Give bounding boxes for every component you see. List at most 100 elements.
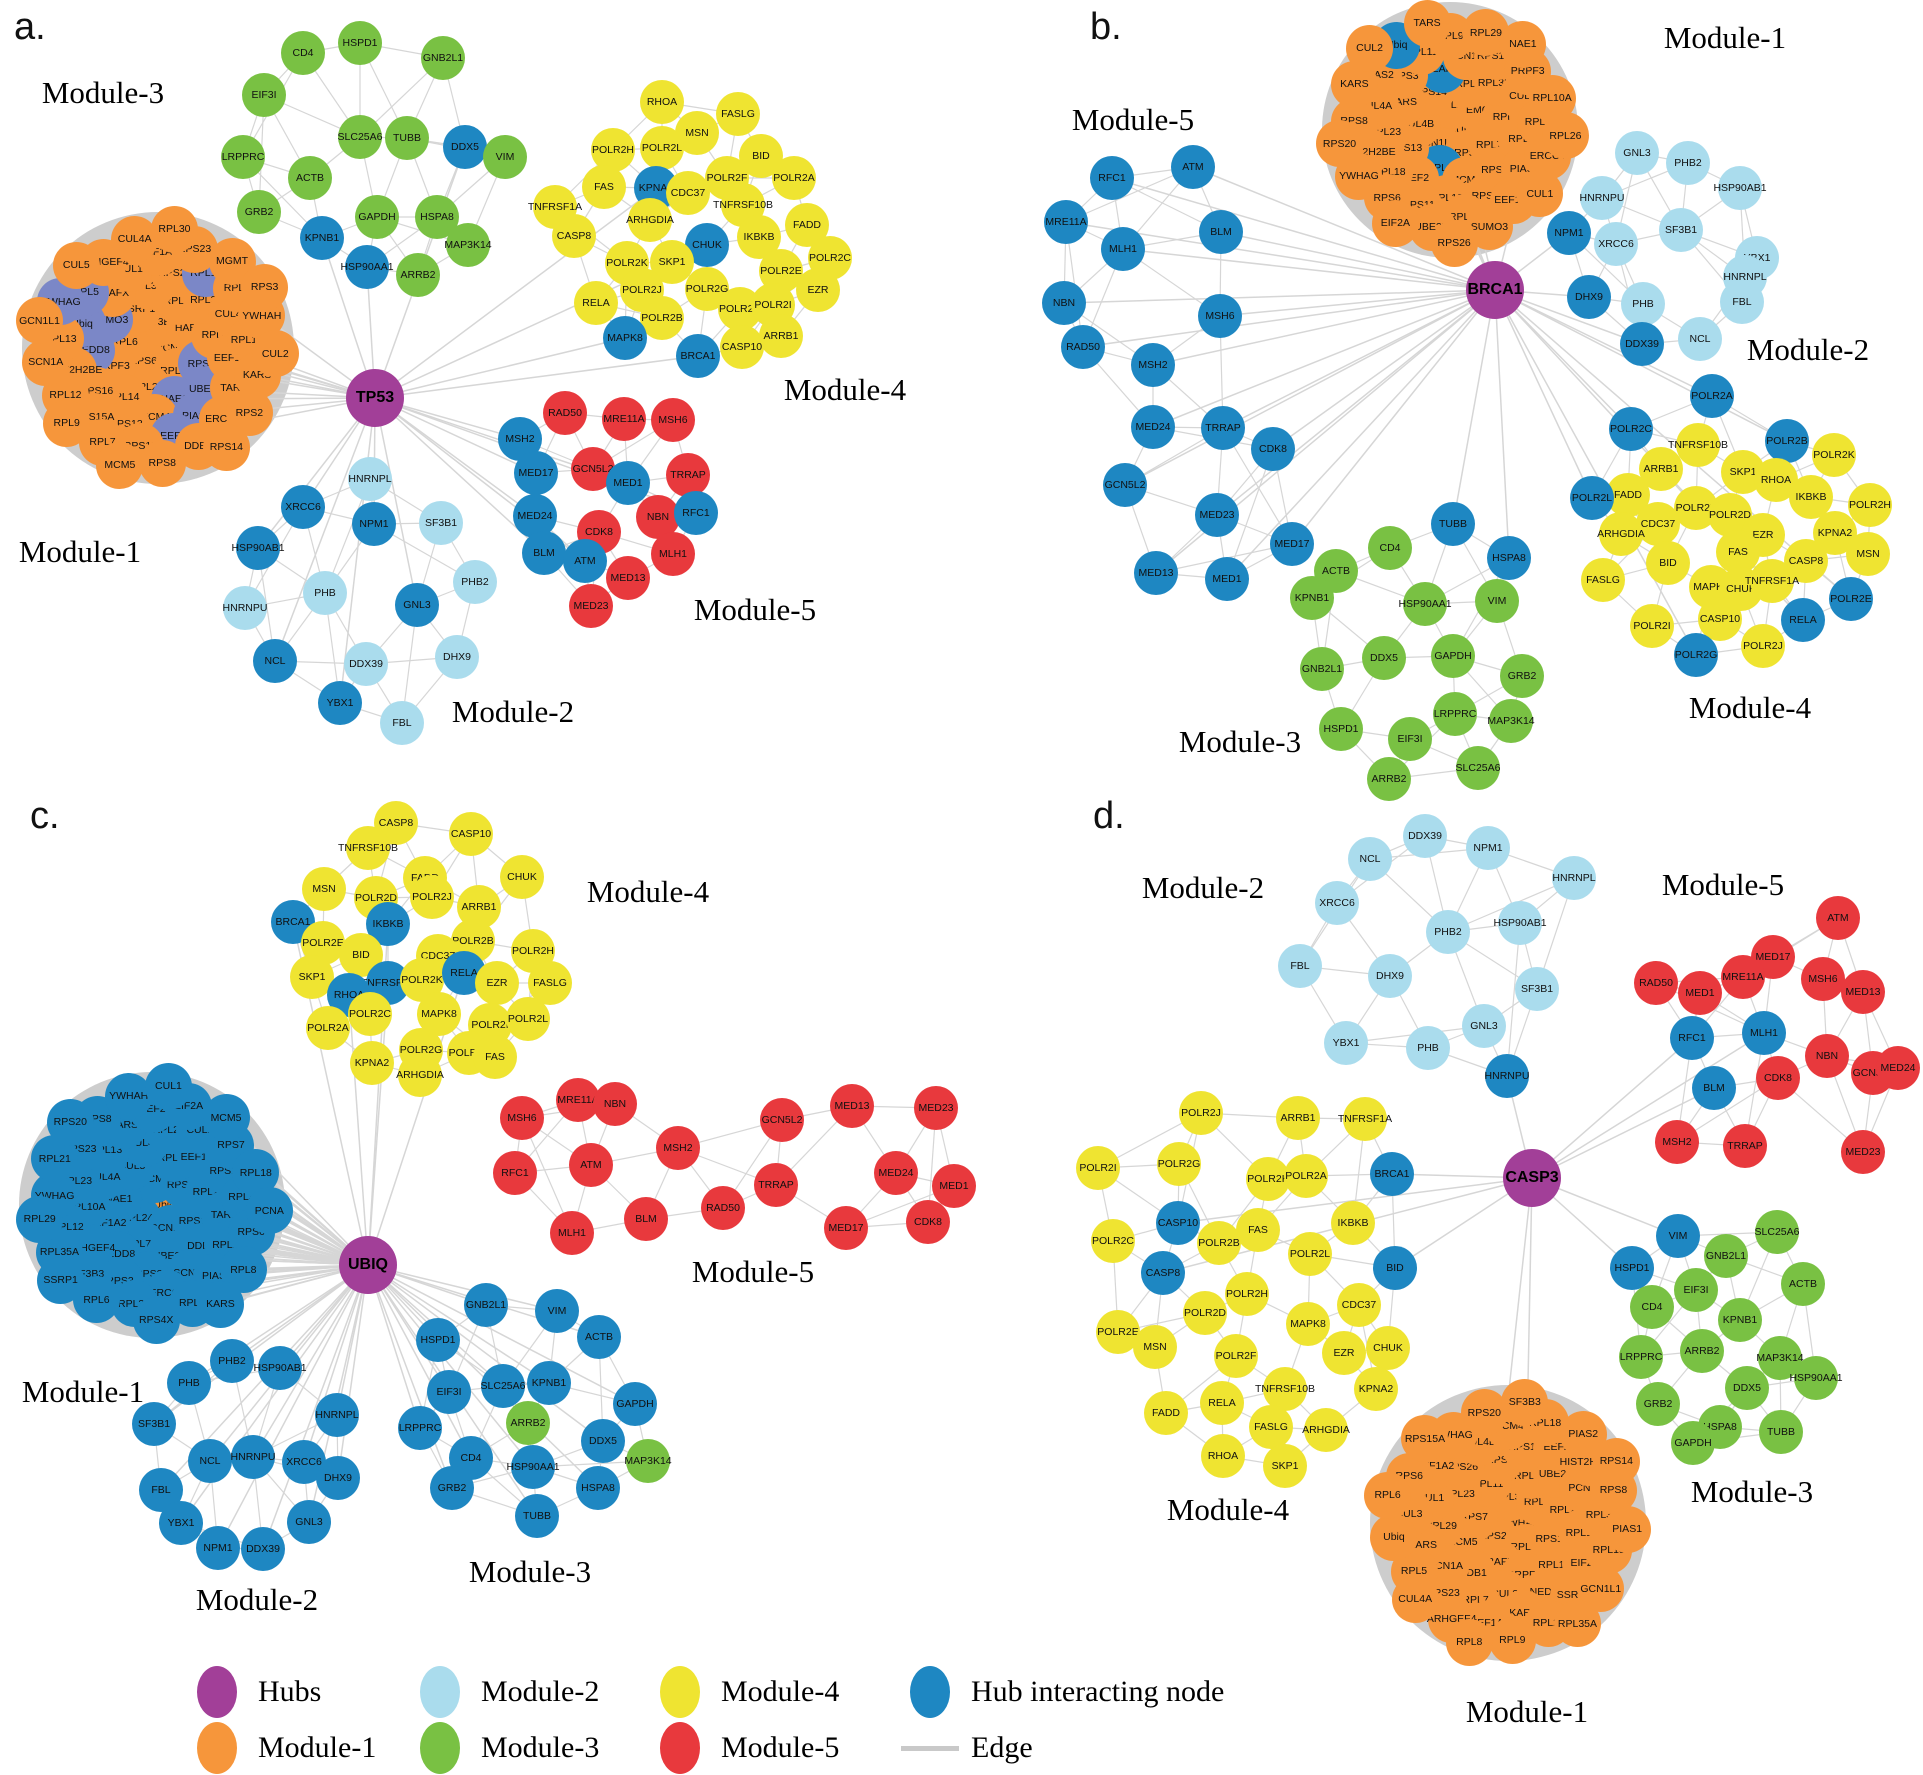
node-TRRAP[interactable]: TRRAP [1201,406,1245,450]
node-MED13[interactable]: MED13 [830,1084,874,1128]
node-GNL3[interactable]: GNL3 [1462,1004,1506,1048]
node-RPL30[interactable]: RPL30 [150,206,198,254]
node-HSPA8[interactable]: HSPA8 [1487,536,1531,580]
node-MED1[interactable]: MED1 [932,1164,976,1208]
node-MAP3K14[interactable]: MAP3K14 [444,223,492,267]
node-RFC1[interactable]: RFC1 [493,1151,537,1195]
node-PHB[interactable]: PHB [303,571,347,615]
node-NCL[interactable]: NCL [253,639,297,683]
node-GNL3[interactable]: GNL3 [287,1500,331,1544]
node-CUL4A[interactable]: CUL4A [1391,1576,1439,1624]
node-MED17[interactable]: MED17 [1270,522,1314,566]
node-POLR2C[interactable]: POLR2C [1091,1219,1135,1263]
node-RAD50[interactable]: RAD50 [1061,325,1105,369]
node-CASP10[interactable]: CASP10 [720,325,764,369]
node-SF3B3[interactable]: SF3B3 [1501,1379,1549,1427]
node-POLR2B[interactable]: POLR2B [1197,1221,1241,1265]
node-MED24[interactable]: MED24 [1131,405,1175,449]
node-CUL5[interactable]: CUL5 [52,241,100,289]
node-RPS20[interactable]: RPS20 [1316,120,1363,168]
node-GAPDH[interactable]: GAPDH [355,195,399,239]
node-GRB2[interactable]: GRB2 [1636,1382,1680,1426]
node-FASLG[interactable]: FASLG [1581,558,1625,602]
node-ACTB[interactable]: ACTB [1781,1262,1825,1306]
node-VIM[interactable]: VIM [535,1289,579,1333]
node-MSH2[interactable]: MSH2 [1131,343,1175,387]
node-POLR2G[interactable]: POLR2G [1157,1142,1201,1186]
node-SKP1[interactable]: SKP1 [1263,1444,1307,1488]
node-CDK8[interactable]: CDK8 [1251,427,1295,471]
node-SF3B1[interactable]: SF3B1 [1659,208,1703,252]
node-CUL1[interactable]: CUL1 [1516,170,1564,218]
node-MSN[interactable]: MSN [1846,532,1890,576]
node-SF3B1[interactable]: SF3B1 [132,1402,176,1446]
node-TRRAP[interactable]: TRRAP [754,1163,798,1207]
node-POLR2B[interactable]: POLR2B [1765,419,1809,463]
node-TNFRSF1A[interactable]: TNFRSF1A [1338,1097,1392,1141]
node-POLR2L[interactable]: POLR2L [1570,476,1614,520]
node-DDX39[interactable]: DDX39 [344,642,388,686]
node-NPM1[interactable]: NPM1 [352,502,396,546]
node-EZR[interactable]: EZR [796,268,840,312]
node-PHB2[interactable]: PHB2 [453,560,497,604]
node-DDX39[interactable]: DDX39 [241,1527,285,1571]
node-POLR2H[interactable]: POLR2H [1225,1272,1269,1316]
node-KPNB1[interactable]: KPNB1 [527,1361,571,1405]
node-MCM5[interactable]: MCM5 [202,1094,250,1142]
node-RPL6[interactable]: RPL6 [1364,1471,1412,1519]
node-DDX5[interactable]: DDX5 [443,125,487,169]
node-ATM[interactable]: ATM [1816,896,1860,940]
node-FAS[interactable]: FAS [582,165,626,209]
node-GNB2L1[interactable]: GNB2L1 [464,1283,508,1327]
node-CASP8[interactable]: CASP8 [552,214,596,258]
hub-BRCA1[interactable]: BRCA1 [1466,261,1524,319]
node-YBX1[interactable]: YBX1 [1324,1021,1368,1065]
node-YBX1[interactable]: YBX1 [318,681,362,725]
node-TNFRSF10B[interactable]: TNFRSF10B [1255,1367,1315,1411]
node-FBL[interactable]: FBL [1278,944,1322,988]
node-DDX5[interactable]: DDX5 [581,1419,625,1463]
node-HSPA8[interactable]: HSPA8 [576,1466,620,1510]
node-POLR2I[interactable]: POLR2I [1076,1146,1120,1190]
node-CUL2[interactable]: CUL2 [251,330,299,378]
node-RPL9[interactable]: RPL9 [43,399,91,447]
node-MED13[interactable]: MED13 [1134,551,1178,595]
node-MRE11A[interactable]: MRE11A [556,1078,600,1122]
node-YBX1[interactable]: YBX1 [159,1501,203,1545]
node-BLM[interactable]: BLM [1692,1066,1736,1110]
node-RPL8[interactable]: RPL8 [1445,1618,1493,1666]
node-PIAS1[interactable]: PIAS1 [1603,1505,1651,1553]
node-HSP90AA1[interactable]: HSP90AA1 [340,245,394,289]
node-FAS[interactable]: FAS [1236,1208,1280,1252]
node-XRCC6[interactable]: XRCC6 [281,485,325,529]
node-ARHGDIA[interactable]: ARHGDIA [626,198,674,242]
node-DDX5[interactable]: DDX5 [1362,636,1406,680]
node-MED24[interactable]: MED24 [513,494,557,538]
node-RPL6[interactable]: RPL6 [72,1276,120,1324]
node-MRE11A[interactable]: MRE11A [1721,955,1765,999]
node-RFC1[interactable]: RFC1 [1090,156,1134,200]
node-RELA[interactable]: RELA [1200,1381,1244,1425]
node-RPS3[interactable]: RPS3 [241,264,289,312]
node-ACTB[interactable]: ACTB [288,156,332,200]
node-POLR2I[interactable]: POLR2I [1630,604,1674,648]
node-CD4[interactable]: CD4 [1368,526,1412,570]
node-CASP10[interactable]: CASP10 [449,812,493,856]
node-MED23[interactable]: MED23 [1841,1130,1885,1174]
node-POLR2A[interactable]: POLR2A [306,1006,350,1050]
node-MSH6[interactable]: MSH6 [1801,957,1845,1001]
node-CASP8[interactable]: CASP8 [1141,1251,1185,1295]
node-ARRB2[interactable]: ARRB2 [396,253,440,297]
node-DDX39[interactable]: DDX39 [1403,814,1447,858]
node-LRPPRC[interactable]: LRPPRC [1433,692,1477,736]
node-MED23[interactable]: MED23 [914,1086,958,1130]
node-HNRNPL[interactable]: HNRNPL [348,457,392,501]
node-IKBKB[interactable]: IKBKB [1331,1201,1375,1245]
node-RPS15A[interactable]: RPS15A [1401,1415,1449,1463]
node-PHB2[interactable]: PHB2 [1666,141,1710,185]
node-MED23[interactable]: MED23 [1195,493,1239,537]
node-HNRNPU[interactable]: HNRNPU [1580,176,1624,220]
node-CDC37[interactable]: CDC37 [1636,502,1680,546]
node-HSP90AB1[interactable]: HSP90AB1 [1713,166,1767,210]
node-MLH1[interactable]: MLH1 [1101,227,1145,271]
